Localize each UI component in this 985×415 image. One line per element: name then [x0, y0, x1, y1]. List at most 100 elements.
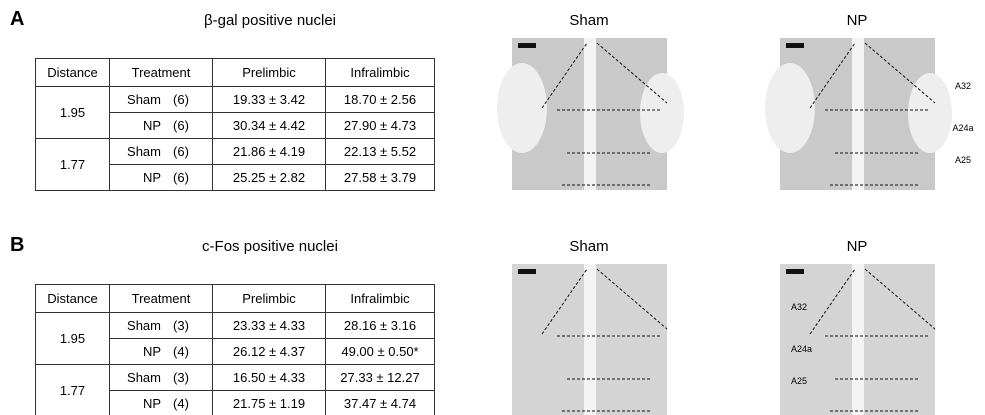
table-row: NP (4) 21.75 ± 1.19 37.47 ± 4.74 [36, 390, 435, 415]
image-detail [809, 42, 856, 109]
treatment: NP [142, 170, 161, 185]
image-detail [852, 38, 864, 190]
treatment: NP [142, 396, 161, 411]
group-size: (3) [173, 370, 189, 385]
treatment-cell: NP (4) [109, 338, 213, 365]
image-detail [518, 269, 536, 274]
image-detail [584, 264, 596, 415]
image-detail [541, 268, 588, 335]
treatment-cell: NP (4) [109, 390, 213, 415]
value-cell: 27.33 ± 12.27 [325, 364, 435, 391]
image-detail [786, 269, 804, 274]
region-label: A25 [791, 376, 807, 386]
distance-cell: 1.77 [35, 364, 110, 415]
treatment-cell: Sham (6) [109, 86, 213, 113]
image-detail [786, 43, 804, 48]
group-size: (6) [173, 144, 189, 159]
value-cell: 37.47 ± 4.74 [325, 390, 435, 415]
value-cell: 49.00 ± 0.50* [325, 338, 435, 365]
image-title: Sham [569, 12, 609, 29]
treatment-cell: Sham (3) [109, 312, 213, 339]
micrograph: A32 A24a A25 [765, 38, 974, 190]
treatment: Sham [127, 92, 161, 107]
image-detail [765, 63, 815, 153]
table-row: 1.77 Sham (6) 21.86 ± 4.19 22.13 ± 5.52 [35, 138, 435, 191]
header-cell: Infralimbic [325, 284, 435, 313]
data-table: Distance Treatment Prelimbic Infralimbic 1.9… [35, 58, 435, 191]
image-detail [864, 42, 936, 104]
header-cell: Prelimbic [212, 58, 326, 87]
group-size: (3) [173, 318, 189, 333]
treatment-cell: NP (6) [109, 164, 213, 191]
data-table: Distance Treatment Prelimbic Infralimbic 1.9… [35, 284, 435, 415]
value-cell: 27.58 ± 3.79 [325, 164, 435, 191]
image-detail [596, 42, 668, 104]
table-row: NP (6) 25.25 ± 2.82 27.58 ± 3.79 [36, 164, 435, 191]
value-cell: 22.13 ± 5.52 [325, 138, 435, 165]
image-detail [852, 264, 864, 415]
table-row: 1.77 Sham (3) 16.50 ± 4.33 27.33 ± 12.27 [35, 364, 435, 415]
image-detail [518, 43, 536, 48]
image-detail [908, 73, 952, 153]
image-detail [497, 63, 547, 153]
value-cell: 30.34 ± 4.42 [212, 112, 326, 139]
image-title: NP [846, 238, 868, 255]
image-detail [864, 268, 936, 330]
table-title: β-gal positive nuclei [203, 12, 337, 29]
value-cell: 27.90 ± 4.73 [325, 112, 435, 139]
panel-label: A [10, 8, 25, 30]
image-title: NP [846, 12, 868, 29]
micrograph [497, 38, 684, 190]
region-label: A24a [791, 344, 812, 354]
treatment: NP [142, 344, 161, 359]
value-cell: 25.25 ± 2.82 [212, 164, 326, 191]
header-cell: Treatment [109, 58, 213, 87]
image-detail [809, 268, 856, 335]
image-detail [640, 73, 684, 153]
distance-cell: 1.95 [35, 86, 110, 139]
table-row: 1.95 Sham (6) 19.33 ± 3.42 18.70 ± 2.56 [35, 86, 435, 139]
header-row: Distance Treatment Prelimbic Infralimbic [35, 284, 435, 313]
header-row: Distance Treatment Prelimbic Infralimbic [35, 58, 435, 87]
micrograph: A32 A24a A25 [780, 264, 936, 415]
header-cell: Distance [35, 284, 110, 313]
image-detail [541, 42, 588, 109]
table-row: NP (4) 26.12 ± 4.37 49.00 ± 0.50* [36, 338, 435, 365]
value-cell: 16.50 ± 4.33 [212, 364, 326, 391]
group-size: (6) [173, 92, 189, 107]
distance-cell: 1.77 [35, 138, 110, 191]
treatment: NP [142, 118, 161, 133]
value-cell: 18.70 ± 2.56 [325, 86, 435, 113]
region-label: A24a [952, 123, 973, 133]
value-cell: 21.75 ± 1.19 [212, 390, 326, 415]
value-cell: 23.33 ± 4.33 [212, 312, 326, 339]
header-cell: Prelimbic [212, 284, 326, 313]
panel-label: B [10, 234, 25, 256]
treatment-cell: Sham (3) [109, 364, 213, 391]
value-cell: 19.33 ± 3.42 [212, 86, 326, 113]
value-cell: 28.16 ± 3.16 [325, 312, 435, 339]
distance-cell: 1.95 [35, 312, 110, 365]
image-title: Sham [569, 238, 609, 255]
value-cell: 26.12 ± 4.37 [212, 338, 326, 365]
treatment: Sham [127, 370, 161, 385]
micrograph [512, 264, 668, 415]
header-cell: Distance [35, 58, 110, 87]
treatment: Sham [127, 318, 161, 333]
image-detail [596, 268, 668, 330]
group-size: (4) [173, 344, 189, 359]
treatment: Sham [127, 144, 161, 159]
table-row: 1.95 Sham (3) 23.33 ± 4.33 28.16 ± 3.16 [35, 312, 435, 365]
group-size: (6) [173, 170, 189, 185]
treatment-cell: Sham (6) [109, 138, 213, 165]
group-size: (6) [173, 118, 189, 133]
header-cell: Treatment [109, 284, 213, 313]
table-row: NP (6) 30.34 ± 4.42 27.90 ± 4.73 [36, 112, 435, 139]
region-label: A32 [791, 302, 807, 312]
region-label: A32 [955, 81, 971, 91]
image-detail [584, 38, 596, 190]
value-cell: 21.86 ± 4.19 [212, 138, 326, 165]
group-size: (4) [173, 396, 189, 411]
table-title: c-Fos positive nuclei [202, 238, 338, 255]
